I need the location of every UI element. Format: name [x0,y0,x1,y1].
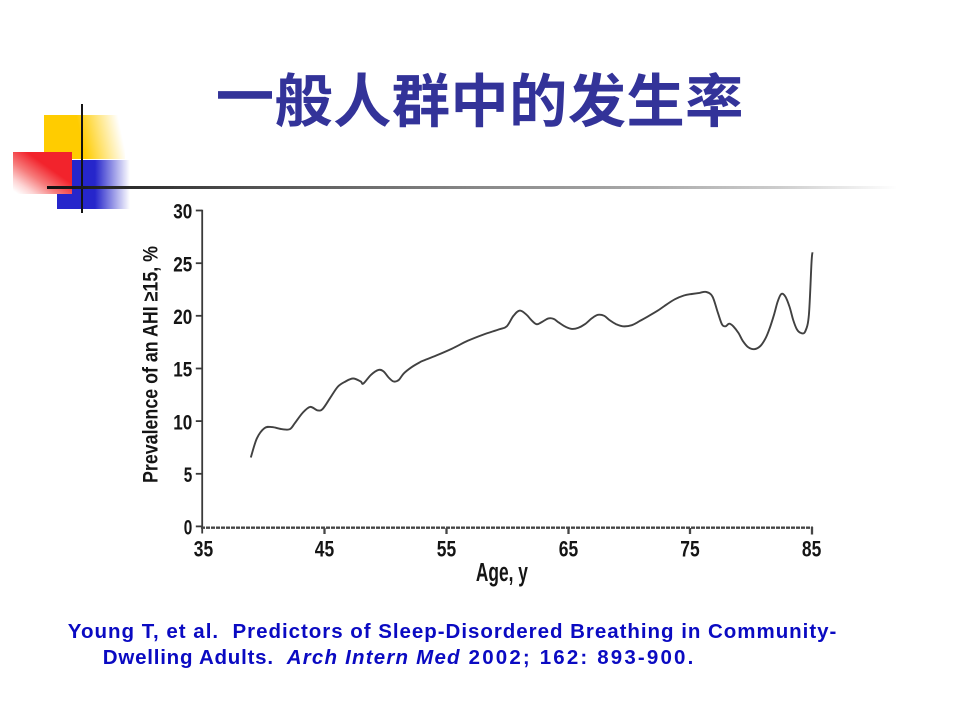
svg-text:65: 65 [559,537,578,562]
svg-text:45: 45 [315,537,334,562]
svg-text:Age, y: Age, y [476,557,528,587]
svg-text:55: 55 [437,537,456,562]
svg-text:25: 25 [173,253,192,276]
svg-text:20: 20 [173,306,192,329]
svg-text:15: 15 [173,359,192,382]
svg-text:85: 85 [802,537,821,562]
svg-text:35: 35 [194,537,213,562]
svg-text:10: 10 [173,411,192,434]
svg-text:Prevalence of an AHI ≥15, %: Prevalence of an AHI ≥15, % [140,246,163,483]
svg-text:5: 5 [184,464,193,487]
svg-text:30: 30 [173,201,192,224]
svg-text:0: 0 [184,517,193,540]
svg-text:75: 75 [680,537,699,562]
